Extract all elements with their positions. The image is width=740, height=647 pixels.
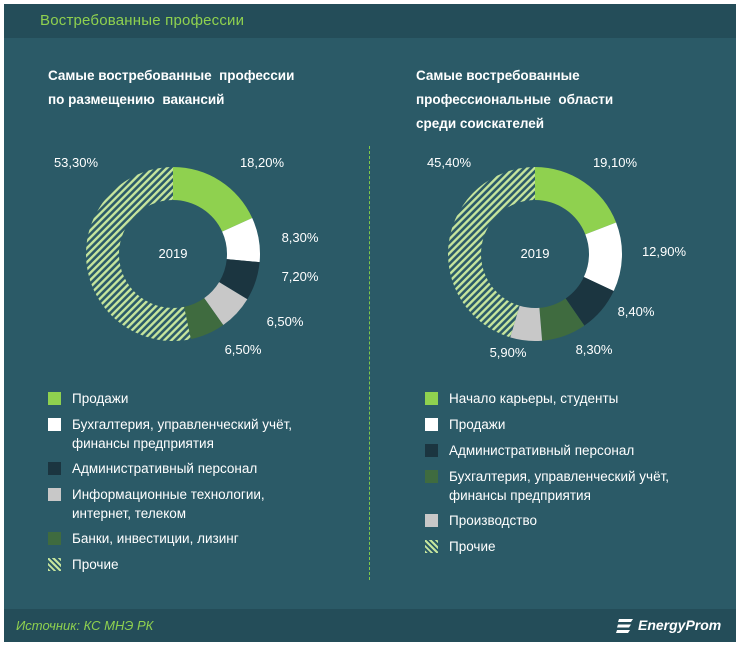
left-slice-2 xyxy=(222,217,260,263)
left-legend-item-4: Информационные технологии, интернет, теле… xyxy=(48,485,292,523)
left-legend-label-5: Банки, инвестиции, лизинг xyxy=(72,531,239,546)
right-value-label-2: 12,90% xyxy=(642,244,687,259)
right-legend: Начало карьеры, студенты Продажи Администр… xyxy=(425,389,669,563)
right-slice-6 xyxy=(448,167,535,338)
left-legend-label-3: Административный персонал xyxy=(72,461,258,476)
left-slice-4 xyxy=(204,282,248,326)
right-value-label-6: 45,40% xyxy=(427,155,472,170)
right-slice-5 xyxy=(510,305,543,341)
energyprom-logo-icon xyxy=(616,619,633,633)
right-slice-1 xyxy=(535,167,617,235)
right-value-label-4: 8,30% xyxy=(576,342,613,357)
left-legend-item-1: Продажи xyxy=(48,389,292,408)
left-legend-label-2: Бухгалтерия, управленческий учёт, xyxy=(72,417,293,432)
right-legend-label-3: Административный персонал xyxy=(449,443,635,458)
left-legend-swatch-1 xyxy=(48,392,61,405)
brand-name: EnergyProm xyxy=(638,617,722,633)
right-slice-2 xyxy=(583,222,623,292)
title-bar: Востребованные профессии xyxy=(4,4,736,38)
left-legend-label-4-line2: интернет, телеком xyxy=(72,506,187,521)
right-legend-item-2: Продажи xyxy=(425,415,669,434)
left-donut-chart: 18,20% 8,30% 7,20% 6,50% 6,50% 53,30% 2019 xyxy=(54,155,319,357)
right-legend-swatch-5 xyxy=(425,514,438,527)
left-chart-title: Самые востребованные профессии по размещ… xyxy=(48,64,294,112)
right-slice-3 xyxy=(565,276,614,326)
right-legend-item-3: Административный персонал xyxy=(425,441,669,460)
right-legend-item-1: Начало карьеры, студенты xyxy=(425,389,669,408)
right-chart-title: Самые востребованные профессиональные об… xyxy=(416,64,613,136)
right-legend-swatch-2 xyxy=(425,418,438,431)
right-legend-label-6: Прочие xyxy=(449,539,496,554)
right-legend-swatch-1 xyxy=(425,392,438,405)
right-value-label-3: 8,40% xyxy=(618,304,655,319)
left-legend-item-5: Банки, инвестиции, лизинг xyxy=(48,529,292,548)
right-legend-label-1: Начало карьеры, студенты xyxy=(449,391,619,406)
left-slice-3 xyxy=(219,259,260,300)
left-legend-item-2: Бухгалтерия, управленческий учёт, финансы… xyxy=(48,415,292,453)
left-legend-label-6: Прочие xyxy=(72,557,119,572)
left-value-label-1: 18,20% xyxy=(240,155,285,170)
left-legend-swatch-3 xyxy=(48,462,61,475)
right-legend-swatch-6 xyxy=(425,540,438,553)
left-legend-label-1: Продажи xyxy=(72,391,129,406)
left-slice-5 xyxy=(184,298,224,340)
right-chart-title-line1: Самые востребованные xyxy=(416,68,580,83)
right-value-label-5: 5,90% xyxy=(490,345,527,360)
right-legend-swatch-3 xyxy=(425,444,438,457)
left-value-label-6: 53,30% xyxy=(54,155,99,170)
page-title: Востребованные профессии xyxy=(40,12,245,29)
left-slice-6 xyxy=(85,167,191,341)
infographic-card: Востребованные профессии Самые востребов… xyxy=(4,4,736,642)
right-slice-4 xyxy=(539,298,585,341)
right-legend-label-5: Производство xyxy=(449,513,538,528)
right-chart-title-line3: среди соискателей xyxy=(416,116,545,131)
left-legend-item-3: Административный персонал xyxy=(48,459,292,478)
left-chart-title-line2: по размещению вакансий xyxy=(48,92,225,107)
left-value-label-3: 7,20% xyxy=(282,269,319,284)
left-chart-title-line1: Самые востребованные профессии xyxy=(48,68,295,83)
right-legend-item-6: Прочие xyxy=(425,537,669,556)
left-legend-swatch-6 xyxy=(48,558,61,571)
left-value-label-5: 6,50% xyxy=(225,342,262,357)
left-slice-1 xyxy=(173,167,253,232)
left-center-label: 2019 xyxy=(159,246,188,261)
left-legend-label-4: Информационные технологии, xyxy=(72,487,265,502)
left-legend-swatch-4 xyxy=(48,488,61,501)
left-value-label-4: 6,50% xyxy=(267,314,304,329)
right-legend-label-4: Бухгалтерия, управленческий учёт, xyxy=(449,469,670,484)
right-center-label: 2019 xyxy=(521,246,550,261)
left-legend-item-6: Прочие xyxy=(48,555,292,574)
right-chart-title-line2: профессиональные области xyxy=(416,92,614,107)
left-legend-label-2-line2: финансы предприятия xyxy=(72,436,214,451)
left-legend-swatch-2 xyxy=(48,418,61,431)
right-legend-swatch-4 xyxy=(425,470,438,483)
right-legend-label-2: Продажи xyxy=(449,417,506,432)
footer-bar: Источник: КС МНЭ РК EnergyProm xyxy=(4,609,736,642)
left-value-label-2: 8,30% xyxy=(282,230,319,245)
source-note: Источник: КС МНЭ РК xyxy=(16,618,154,633)
right-legend-item-5: Производство xyxy=(425,511,669,530)
left-legend-swatch-5 xyxy=(48,532,61,545)
right-value-label-1: 19,10% xyxy=(593,155,638,170)
right-legend-label-4-line2: финансы предприятия xyxy=(449,488,591,503)
left-legend: Продажи Бухгалтерия, управленческий учёт,… xyxy=(48,389,292,581)
panel-divider xyxy=(369,146,370,580)
right-legend-item-4: Бухгалтерия, управленческий учёт, финансы… xyxy=(425,467,669,505)
